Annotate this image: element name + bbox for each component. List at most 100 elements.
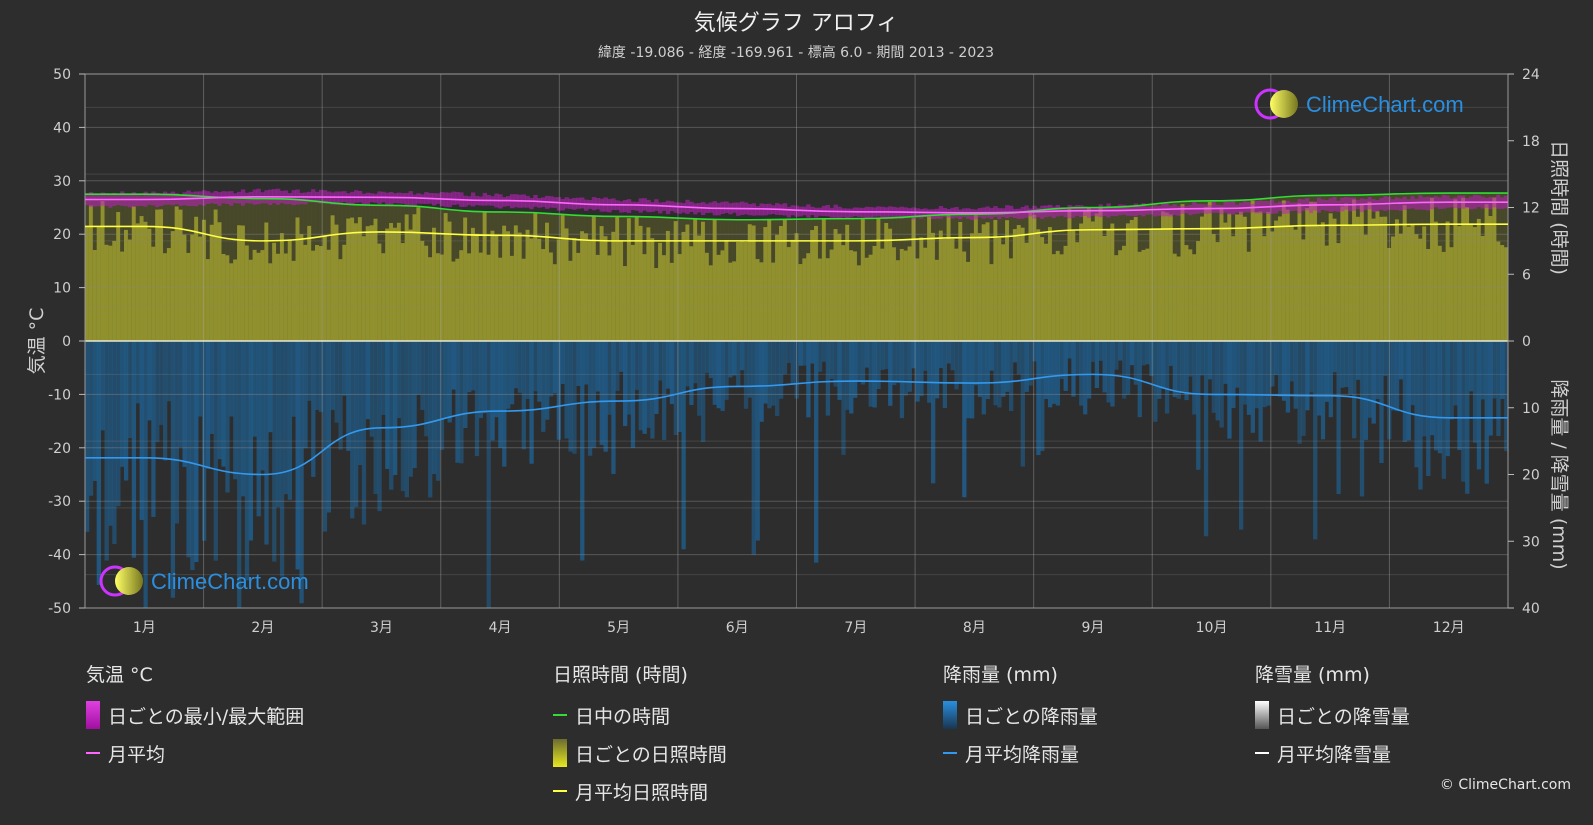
daily-rain-bar <box>853 341 858 398</box>
daily-temp-range <box>591 197 597 211</box>
daily-sunshine-bar <box>626 218 632 341</box>
daily-sunshine-bar <box>155 209 160 341</box>
daily-rain-bar <box>100 341 105 431</box>
daily-sunshine-bar <box>240 225 246 341</box>
daily-rain-bar <box>611 341 616 474</box>
daily-sunshine-bar <box>700 221 706 341</box>
daily-rain-bar <box>1480 341 1486 400</box>
daily-sunshine-bar <box>1461 197 1466 341</box>
daily-rain-bar <box>529 341 534 464</box>
daily-temp-range <box>825 204 831 217</box>
daily-temp-range <box>1336 200 1341 212</box>
legend-sun-title: 日照時間 (時間) <box>553 664 688 686</box>
daily-temp-range <box>993 206 998 217</box>
legend-temp-range: 日ごとの最小/最大範囲 <box>86 696 304 734</box>
daily-temp-range <box>724 201 729 213</box>
daily-sunshine-bar <box>697 235 702 341</box>
daily-rain-bar <box>1157 341 1162 399</box>
daily-rain-bar <box>985 341 990 400</box>
y-left-tick-label: -20 <box>48 441 71 457</box>
daily-rain-bar <box>1223 341 1228 384</box>
daily-sunshine-bar <box>981 224 986 341</box>
daily-sunshine-bar <box>1071 230 1076 341</box>
daily-rain-bar <box>1032 341 1037 362</box>
daily-sunshine-bar <box>868 254 873 341</box>
daily-rain-bar <box>591 341 597 449</box>
daily-sunshine-bar <box>903 250 909 341</box>
daily-rain-bar <box>954 341 959 390</box>
daily-rain-bar <box>689 341 694 406</box>
daily-sunshine-bar <box>634 216 640 341</box>
daily-rain-bar <box>162 341 168 461</box>
daily-sunshine-bar <box>1328 213 1333 341</box>
daily-temp-range <box>1289 202 1294 212</box>
daily-temp-range <box>560 199 565 211</box>
y-left-tick-label: 20 <box>53 227 71 243</box>
daily-sunshine-bar <box>1098 207 1103 341</box>
daily-temp-range <box>92 194 98 207</box>
daily-rain-bar <box>1355 341 1361 380</box>
legend-daily-sun-label: 日ごとの日照時間 <box>575 743 727 766</box>
daily-rain-bar <box>470 341 476 391</box>
y-left-tick-label: 10 <box>53 281 71 297</box>
daily-sunshine-bar <box>1445 221 1450 341</box>
daily-sunshine-bar <box>728 262 733 341</box>
daily-rain-bar <box>931 341 936 484</box>
daily-rain-bar <box>665 341 671 389</box>
legend-snow: 降雪量 (mm) 日ごとの降雪量 月平均降雪量 <box>1255 660 1410 772</box>
daily-rain-bar <box>1305 341 1310 411</box>
daily-temp-range <box>1016 208 1022 219</box>
daily-rain-bar <box>459 341 464 464</box>
daily-rain-bar <box>997 341 1002 408</box>
daily-rain-bar <box>1114 341 1119 370</box>
daily-rain-bar <box>295 341 300 570</box>
daily-rain-bar <box>1016 341 1022 375</box>
daily-rain-bar <box>431 341 437 475</box>
daily-rain-bar <box>1430 341 1435 436</box>
daily-sunshine-bar <box>237 225 242 341</box>
daily-rain-bar <box>1379 341 1384 464</box>
daily-sunshine-bar <box>693 219 698 341</box>
daily-rain-bar <box>494 341 499 418</box>
daily-temp-range <box>108 195 113 208</box>
daily-temp-range <box>1309 201 1314 214</box>
daily-rain-bar <box>127 341 133 439</box>
daily-rain-bar <box>1137 341 1142 418</box>
daily-rain-bar <box>1075 341 1080 375</box>
daily-temp-range <box>1211 201 1216 213</box>
daily-temp-range <box>1297 198 1302 214</box>
daily-sunshine-bar <box>498 257 503 341</box>
daily-rain-bar <box>1106 341 1111 403</box>
daily-sunshine-bar <box>213 209 218 341</box>
daily-rain-bar <box>833 341 838 387</box>
daily-temp-range <box>404 193 409 206</box>
axes-layer: 50 40 30 20 10 0 -10 -20 -30 -40 -50 24 18 12 6 0 10 20 30… <box>48 67 1540 636</box>
daily-rain-bar <box>1437 341 1443 454</box>
daily-sunshine-bar <box>1079 223 1084 341</box>
daily-sunshine-bar <box>1024 242 1029 341</box>
daily-rain-bar <box>771 341 776 406</box>
daily-rain-bar <box>1274 341 1279 376</box>
daily-sunshine-bar <box>806 253 811 341</box>
daily-temp-range <box>1398 198 1404 211</box>
temp-range-swatch <box>86 701 100 729</box>
daily-sunshine-bar <box>821 218 827 341</box>
daily-rain-bar <box>225 341 230 493</box>
daily-sunshine-bar <box>537 238 542 341</box>
daily-rain-bar <box>634 341 640 390</box>
daily-rain-bar <box>1086 341 1092 399</box>
daily-sunshine-bar <box>1367 201 1372 341</box>
daily-rain-bar <box>708 341 714 379</box>
daily-rain-bar <box>1141 341 1146 366</box>
legend-temperature: 気温 °C 日ごとの最小/最大範囲 月平均 <box>86 660 304 772</box>
daily-rain-bar <box>451 341 456 390</box>
y-left-tick-label: -10 <box>48 387 71 403</box>
daily-rain-bar <box>751 341 756 555</box>
daily-sunshine-bar <box>564 228 569 341</box>
y-left-tick-label: -30 <box>48 494 71 510</box>
daily-rain-bar <box>139 341 144 520</box>
daily-temp-range <box>1313 201 1318 211</box>
daily-sunshine-bar <box>1274 220 1279 341</box>
daily-rain-bar <box>147 341 152 421</box>
daily-rain-bar <box>1270 341 1275 387</box>
